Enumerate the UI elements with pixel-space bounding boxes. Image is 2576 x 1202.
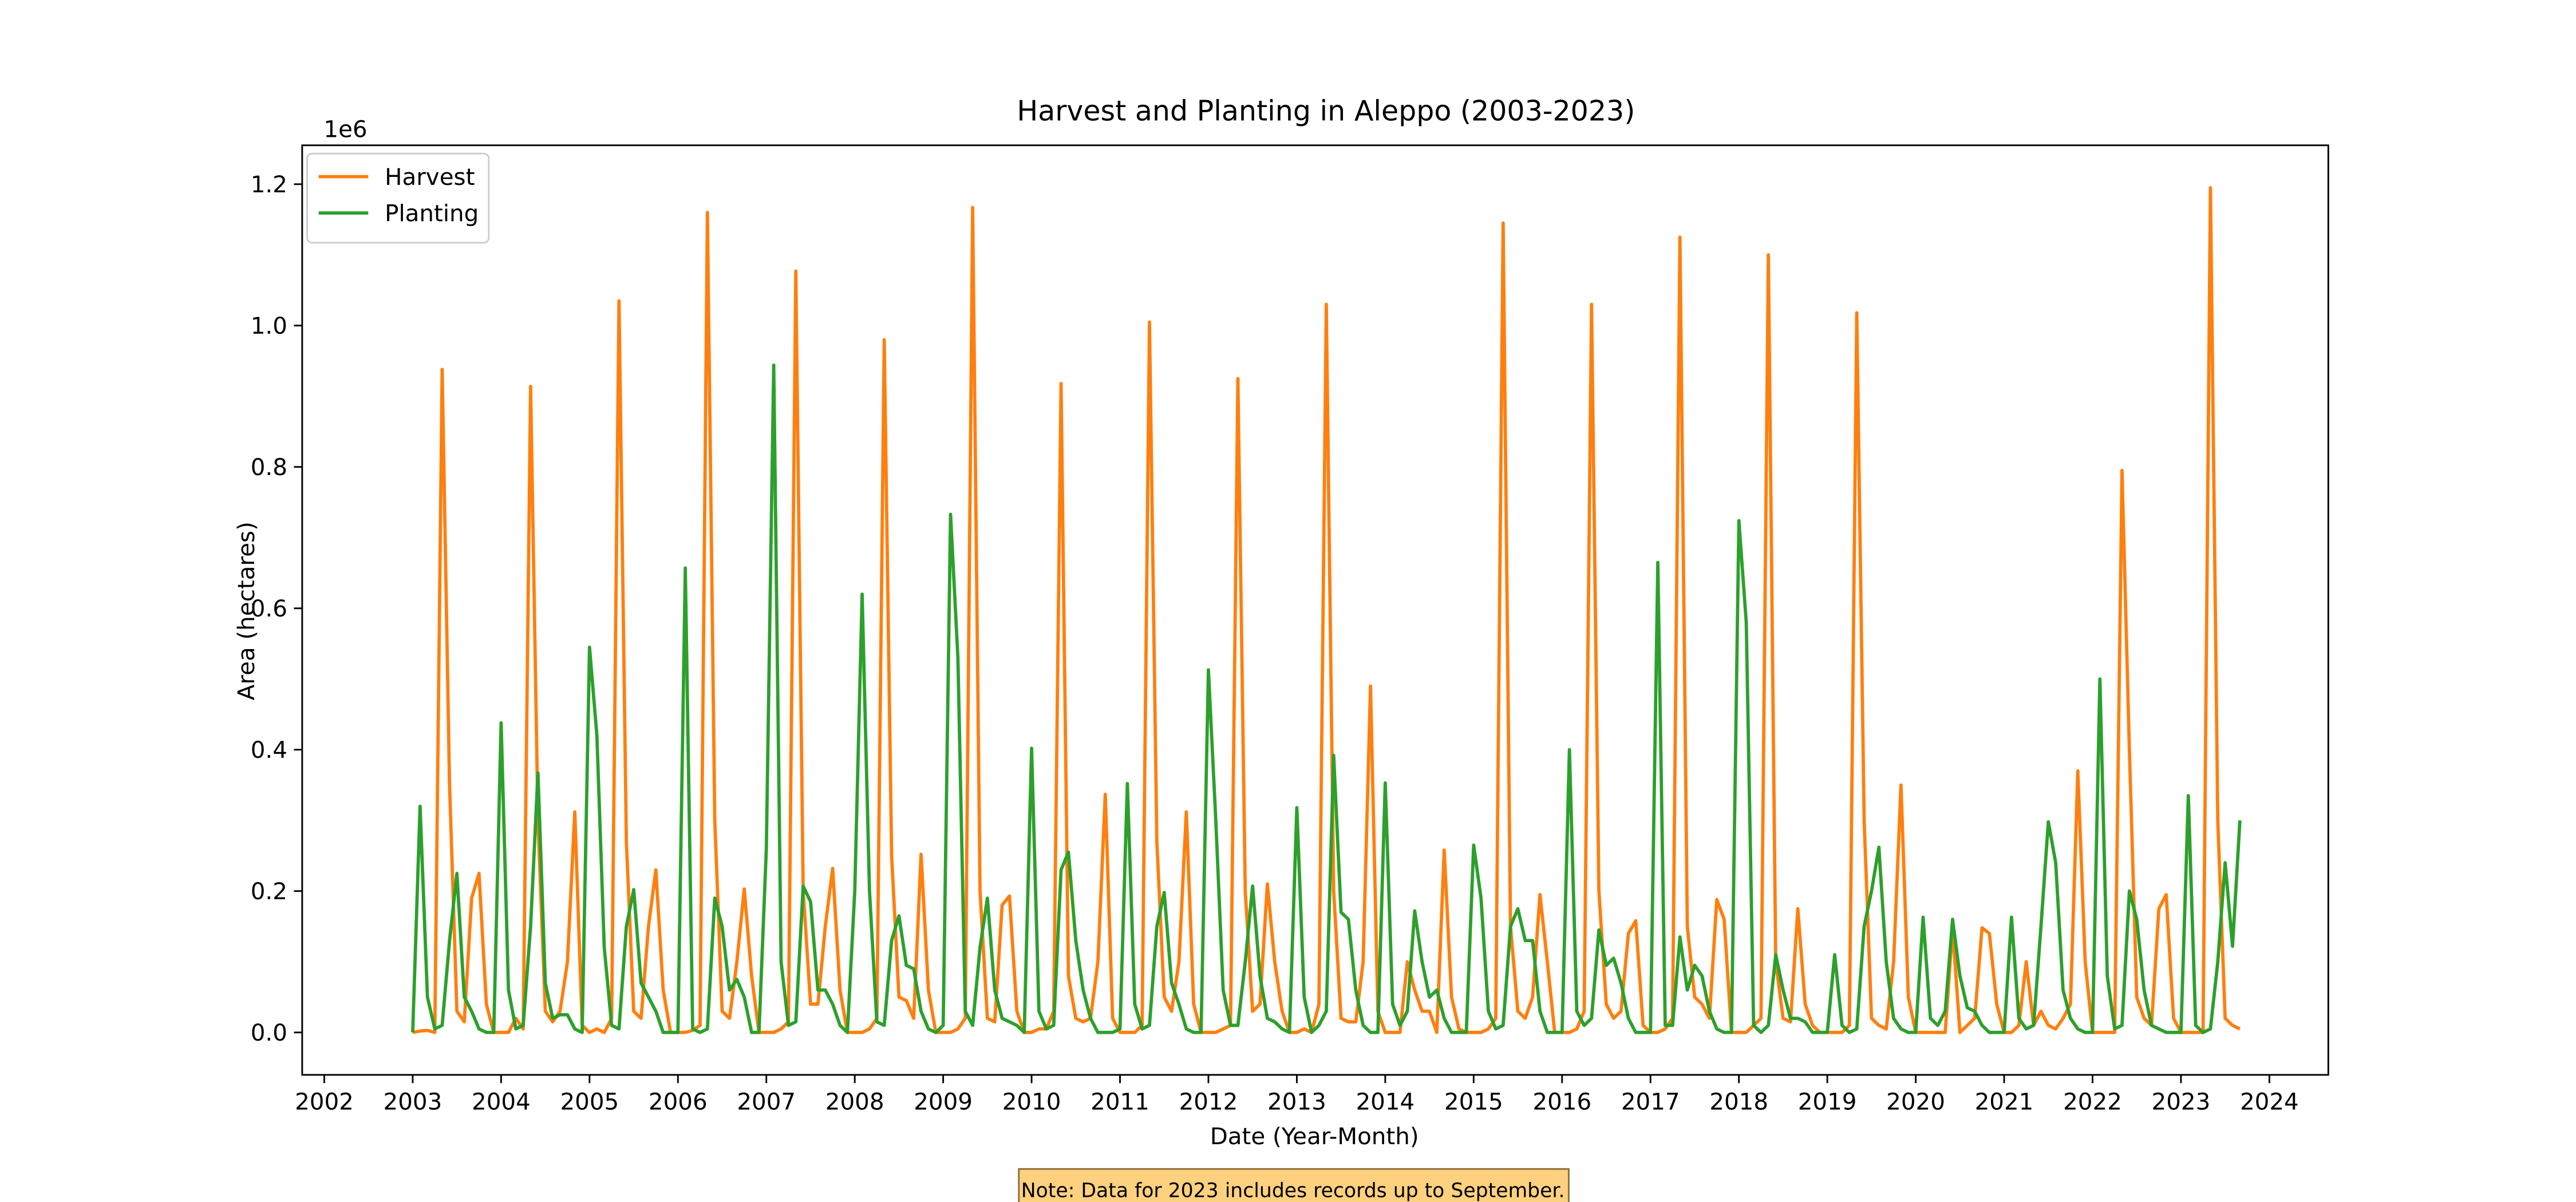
plot-frame bbox=[301, 144, 2329, 1076]
line-series bbox=[411, 363, 2242, 1034]
x-tick-label: 2018 bbox=[1709, 1088, 1768, 1115]
x-tick-label: 2004 bbox=[472, 1088, 531, 1115]
x-tick-label: 2005 bbox=[560, 1088, 619, 1115]
x-tick-label: 2007 bbox=[737, 1088, 796, 1115]
x-tick-label: 2020 bbox=[1886, 1088, 1945, 1115]
x-tick-label: 2009 bbox=[914, 1088, 973, 1115]
annotation-box bbox=[1018, 1168, 1570, 1202]
x-tick-label: 2016 bbox=[1532, 1088, 1591, 1115]
y-tick-label: 0.6 bbox=[251, 595, 287, 622]
y-tick-label: 0.2 bbox=[251, 878, 287, 905]
y-tick-label: 1.2 bbox=[251, 171, 287, 198]
x-tick-label: 2011 bbox=[1091, 1088, 1149, 1115]
x-tick-label: 2023 bbox=[2152, 1088, 2211, 1115]
y-tick-label: 1.0 bbox=[251, 313, 287, 339]
legend-label: Planting bbox=[385, 200, 479, 227]
x-axis-label: Date (Year-Month) bbox=[1210, 1123, 1419, 1150]
x-tick-label: 2006 bbox=[649, 1088, 708, 1115]
x-tick-label: 2013 bbox=[1267, 1088, 1326, 1115]
x-tick-label: 2022 bbox=[2063, 1088, 2122, 1115]
y-axis-label: Area (hectares) bbox=[233, 521, 260, 700]
y-tick-label: 0.4 bbox=[251, 737, 287, 764]
x-tick-label: 2015 bbox=[1444, 1088, 1503, 1115]
x-tick-label: 2019 bbox=[1798, 1088, 1857, 1115]
x-tick-label: 2014 bbox=[1356, 1088, 1415, 1115]
y-tick-label: 0.8 bbox=[251, 454, 287, 481]
y-offset-label: 1e6 bbox=[323, 116, 367, 143]
legend: Harvest Planting bbox=[306, 152, 490, 244]
y-tick-label: 0.0 bbox=[251, 1019, 287, 1046]
x-tick-label: 2010 bbox=[1002, 1088, 1061, 1115]
line-series bbox=[412, 186, 2241, 1034]
x-tick-label: 2017 bbox=[1621, 1088, 1680, 1115]
x-tick-label: 2012 bbox=[1179, 1088, 1238, 1115]
chart-title: Harvest and Planting in Aleppo (2003-202… bbox=[1017, 94, 1635, 128]
annotation: Note: Data for 2023 includes records up … bbox=[1021, 1179, 1565, 1202]
x-tick-label: 2002 bbox=[295, 1088, 354, 1115]
x-tick-label: 2024 bbox=[2240, 1088, 2299, 1115]
legend-label: Harvest bbox=[385, 164, 475, 191]
x-tick-label: 2008 bbox=[825, 1088, 884, 1115]
x-tick-label: 2021 bbox=[1975, 1088, 2034, 1115]
x-tick-label: 2003 bbox=[384, 1088, 442, 1115]
